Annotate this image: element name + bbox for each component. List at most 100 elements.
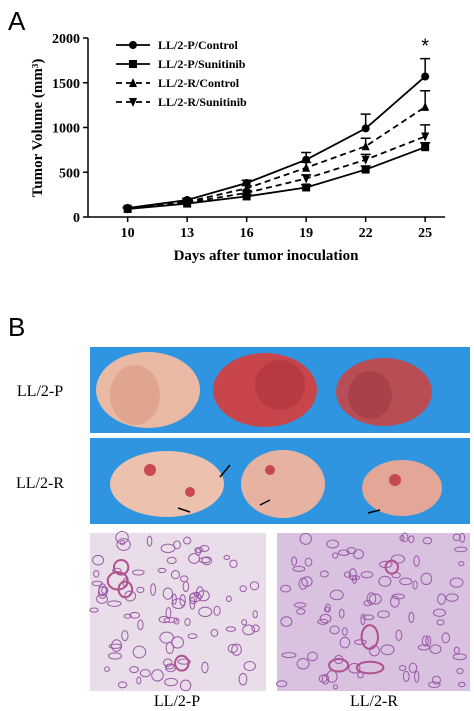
alveolus (184, 618, 191, 627)
alveolus (421, 635, 429, 647)
alveolus (198, 606, 213, 618)
alveolus (431, 675, 441, 685)
alveolus (165, 606, 172, 619)
alveolus (301, 576, 313, 587)
marker (361, 155, 370, 165)
alveolus (337, 549, 350, 556)
marker (302, 174, 311, 184)
alveolus (293, 602, 307, 608)
histology-images (89, 530, 470, 692)
alveolus (354, 639, 367, 645)
alveolus (243, 660, 256, 672)
alveolus (129, 611, 141, 619)
alveolus (187, 633, 198, 640)
alveolus (189, 596, 196, 610)
series-line (127, 146, 426, 210)
alveolus (437, 593, 446, 605)
alveolus (324, 606, 330, 613)
airway (355, 660, 385, 675)
legend-label: LL/2-P/Sunitinib (158, 57, 246, 71)
alveolus (164, 677, 178, 687)
alveolus (454, 546, 468, 553)
alveolus (429, 644, 442, 654)
legend-label: LL/2-R/Sunitinib (158, 95, 247, 109)
alveolus (360, 571, 374, 579)
alveolus (362, 614, 375, 621)
alveolus (456, 667, 464, 675)
histology-label: LL/2-R (350, 693, 398, 710)
alveolus (378, 575, 392, 587)
series-line (127, 135, 426, 210)
alveolus (413, 555, 420, 567)
alveolus (157, 567, 167, 574)
marker (361, 124, 370, 133)
alveolus (171, 598, 186, 609)
alveolus (91, 580, 103, 587)
alveolus (183, 536, 192, 545)
legend-marker (129, 78, 137, 87)
alveolus (326, 539, 340, 549)
annotation: * (421, 36, 429, 58)
alveolus (164, 663, 175, 670)
alveolus (137, 619, 144, 631)
alveolus (93, 569, 100, 578)
alveolus (238, 672, 248, 686)
y-axis-label: Tumor Volume (mm³) (30, 59, 46, 198)
alveolus (163, 617, 178, 623)
alveolus (292, 565, 306, 572)
x-tick-label: 16 (240, 226, 254, 241)
alveolus (151, 669, 164, 682)
alveolus (441, 632, 451, 644)
alveolus (304, 557, 313, 567)
alveolus (195, 586, 204, 599)
alveolus (136, 586, 145, 594)
alveolus (242, 624, 256, 636)
alveolus (408, 535, 415, 543)
alveolus (251, 624, 260, 633)
alveolus (115, 530, 129, 544)
marker (183, 198, 192, 208)
airway (174, 654, 190, 672)
alveolus (123, 613, 132, 619)
alveolus (225, 626, 237, 632)
x-tick-label: 13 (180, 226, 194, 241)
legend-label: LL/2-P/Control (158, 38, 238, 52)
alveolus (231, 643, 242, 656)
alveolus (276, 680, 288, 688)
alveolus (343, 571, 352, 578)
alveolus (341, 627, 348, 636)
alveolus (129, 666, 139, 674)
alveolus (170, 570, 180, 580)
alveolus (96, 593, 108, 604)
alveolus (132, 645, 147, 659)
alveolus (89, 607, 99, 613)
alveolus (457, 681, 466, 688)
marker (421, 143, 430, 152)
alveolus (391, 593, 405, 600)
y-tick-label: 0 (73, 211, 80, 226)
y-tick-label: 1500 (52, 77, 80, 92)
alveolus (402, 670, 410, 682)
marker (421, 101, 430, 111)
alveolus (319, 613, 332, 624)
alveolus (414, 670, 420, 683)
marker (123, 204, 132, 214)
alveolus (146, 535, 153, 547)
legend-label: LL/2-R/Control (158, 76, 240, 90)
x-tick-label: 10 (121, 226, 135, 241)
alveolus (432, 608, 446, 617)
alveolus (188, 553, 200, 564)
marker (421, 72, 430, 81)
legend-marker (129, 60, 137, 68)
alveolus (338, 608, 345, 619)
alveolus (107, 600, 122, 607)
alveolus (428, 681, 441, 689)
alveolus (390, 554, 406, 564)
alveolus (307, 651, 318, 662)
alveolus (177, 658, 191, 665)
alveolus (291, 556, 298, 567)
alveolus (366, 592, 377, 605)
alveolus (162, 658, 173, 668)
alveolus (132, 569, 145, 576)
alveolus (408, 611, 415, 624)
